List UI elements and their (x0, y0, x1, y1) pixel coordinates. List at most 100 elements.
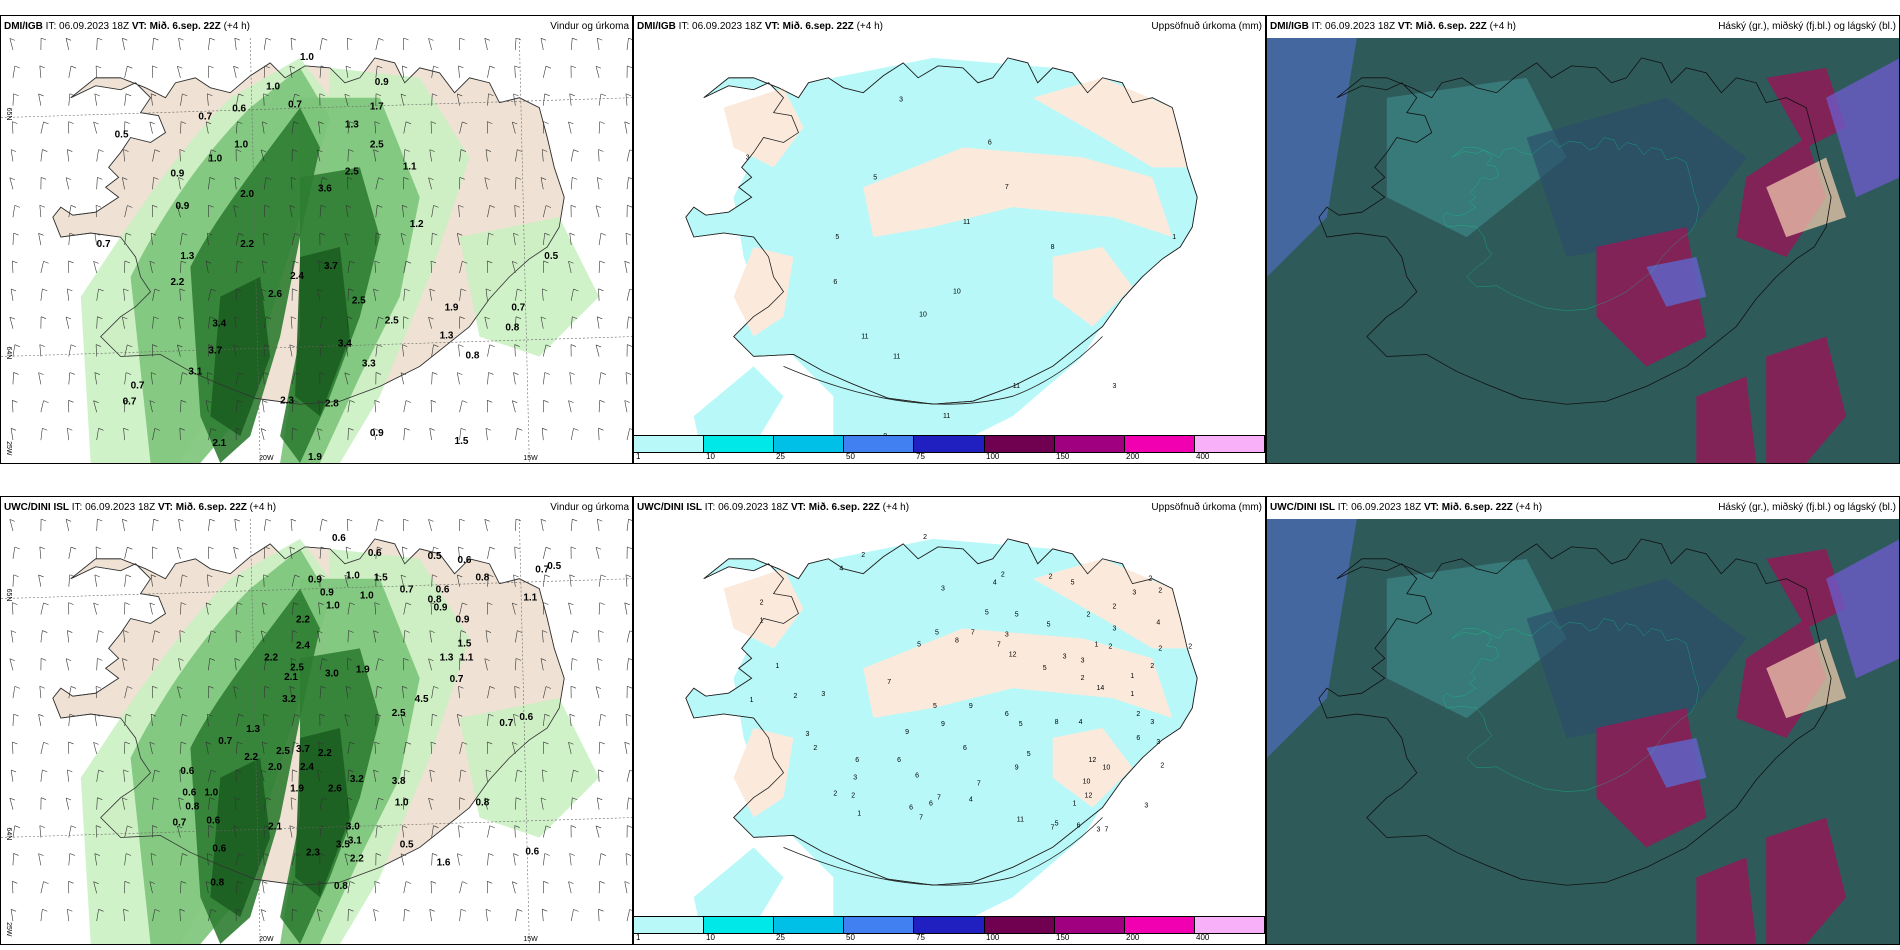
valid-time: Mið. 6.sep. 22Z (1415, 21, 1487, 32)
precip-value-label: 2 (1001, 572, 1005, 579)
precip-value-label: 2.2 (350, 853, 364, 864)
precip-value-label: 5 (1027, 751, 1031, 758)
precip-value-label: 2 (1112, 604, 1116, 611)
precip-value-label: 1.0 (395, 798, 409, 809)
colorbar-swatch (1054, 917, 1125, 933)
panel-header: DMI/IGB IT: 06.09.2023 18Z VT: Mið. 6.se… (634, 16, 1265, 38)
precip-value-label: 2.1 (284, 672, 298, 683)
precip-value-label: 2 (793, 693, 797, 700)
map-svg: 33657115816101011113118111 (634, 38, 1265, 435)
colorbar-swatch (704, 436, 775, 452)
colorbar-swatch (1124, 917, 1195, 933)
precip-value-label: 1.0 (360, 591, 374, 602)
precip-value-label: 11 (861, 333, 868, 340)
model-name: UWC/DINI ISL (1270, 502, 1335, 513)
precip-value-label: 1.0 (204, 788, 218, 799)
colorbar-swatch (914, 436, 985, 452)
precip-value-label: 6 (963, 745, 967, 752)
it-label: IT: (704, 502, 716, 513)
coordinate-label: 25W (5, 922, 12, 937)
precip-value-label: 2 (861, 552, 865, 559)
colorbar-swatch (1194, 917, 1265, 933)
precip-value-label: 0.8 (210, 877, 224, 888)
precip-value-label: 8 (1055, 719, 1059, 726)
precip-value-label: 2 (1108, 643, 1112, 650)
precip-value-label: 4 (969, 797, 973, 804)
precip-value-label: 12 (1089, 757, 1097, 764)
precip-value-label: 0.6 (182, 788, 196, 799)
precip-value-label: 3.4 (338, 339, 352, 350)
colorbar-label: 25 (776, 933, 785, 942)
init-time: 06.09.2023 18Z (85, 502, 156, 513)
precip-value-label: 3.4 (212, 319, 226, 330)
valid-time: Mið. 6.sep. 22Z (782, 21, 854, 32)
precip-value-label: 6 (833, 279, 837, 286)
colorbar-swatch (704, 917, 775, 933)
map-area[interactable]: 65N 20W 15W 25W 64N 0.6 0.6 0.5 0.6 0.7 0.5 0.9 1.0 1… (1, 519, 632, 944)
precip-value-label: 1.3 (440, 331, 454, 342)
precip-value-label: 0.6 (206, 816, 220, 827)
panel-title: Vindur og úrkoma (550, 502, 629, 513)
precip-value-label: 5 (1019, 721, 1023, 728)
map-area[interactable] (1267, 38, 1899, 463)
model-name: DMI/IGB (1270, 21, 1309, 32)
precip-value-label: 2 (1148, 576, 1152, 583)
map-area[interactable]: 2 2 4 2 3 4 2 5 2 3 2 2 1 5 5 2 2 4 5 5 7 3 5 8 7 3 1 2 2 3 12 3 2 2 2 1 7 5 1… (634, 519, 1265, 916)
precip-value-label: 3 (1150, 719, 1154, 726)
valid-time: Mið. 6.sep. 22Z (175, 502, 247, 513)
precip-value-label: 0.8 (185, 802, 199, 813)
precip-value-label: 2 (1081, 675, 1085, 682)
precip-value-label: 11 (963, 219, 970, 226)
panel-header: UWC/DINI ISL IT: 06.09.2023 18Z VT: Mið.… (1, 497, 632, 519)
coordinate-label: 20W (259, 455, 274, 462)
precip-value-label: 4.5 (415, 694, 429, 705)
precip-value-label: 3.3 (362, 358, 376, 369)
map-area[interactable]: 33657115816101011113118111 (634, 38, 1265, 435)
precip-value-label: 3.2 (350, 774, 364, 785)
precip-value-label: 1.6 (437, 857, 451, 868)
map-area[interactable]: 65N 20W 15W 25W 64N 1.0 0.9 1.0 0.6 0.7 0.7 1.7 0.5 1… (1, 38, 632, 463)
precip-value-label: 9 (969, 703, 973, 710)
init-time: 06.09.2023 18Z (59, 21, 130, 32)
map-area[interactable] (1267, 519, 1899, 944)
precip-value-label: 3.7 (324, 261, 338, 272)
precip-value-label: 2 (1188, 643, 1192, 650)
precip-value-label: 9 (905, 729, 909, 736)
precip-value-label: 2.5 (345, 166, 359, 177)
precip-value-label: 11 (1017, 816, 1024, 823)
precip-value-label: 0.5 (115, 130, 129, 141)
precip-value-label: 1 (1095, 641, 1099, 648)
colorbar-swatch (984, 436, 1055, 452)
precip-value-label: 5 (935, 629, 939, 636)
precip-value-label: 3 (1132, 590, 1136, 597)
precip-value-label: 0.7 (131, 380, 145, 391)
precip-value-label: 0.6 (436, 585, 450, 596)
precip-value-label: 0.5 (544, 251, 558, 262)
precip-value-label: 1.0 (208, 153, 222, 164)
precip-value-label: 0.6 (332, 533, 346, 544)
precip-value-label: 2.5 (385, 316, 399, 327)
panel-title: Háský (gr.), miðský (fj.bl.) og lágský (… (1718, 502, 1896, 513)
coordinate-label: 20W (259, 936, 274, 943)
precip-value-label: 1.0 (234, 139, 248, 150)
init-time: 06.09.2023 18Z (1325, 21, 1396, 32)
precip-value-label: 0.7 (218, 736, 232, 747)
vt-label: VT: (1397, 21, 1413, 32)
lead-time: (+4 h) (223, 21, 250, 32)
precip-value-label: 2.4 (296, 640, 310, 651)
colorbar-label: 10 (706, 933, 715, 942)
precip-value-label: 6 (909, 805, 913, 812)
precip-value-label: 1 (857, 811, 861, 818)
precip-value-label: 10 (919, 312, 927, 319)
colorbar-swatch (1124, 436, 1195, 452)
precip-value-label: 2.2 (318, 748, 332, 759)
precip-value-label: 3 (941, 586, 945, 593)
colorbar-label: 200 (1126, 452, 1140, 461)
precip-value-label: 2 (1136, 711, 1140, 718)
colorbar-swatch (634, 436, 705, 452)
colorbar: 1 10 25 50 75 100 150 200 400 (634, 435, 1265, 463)
precip-value-label: 7 (1051, 824, 1055, 831)
precip-value-label: 3 (853, 775, 857, 782)
